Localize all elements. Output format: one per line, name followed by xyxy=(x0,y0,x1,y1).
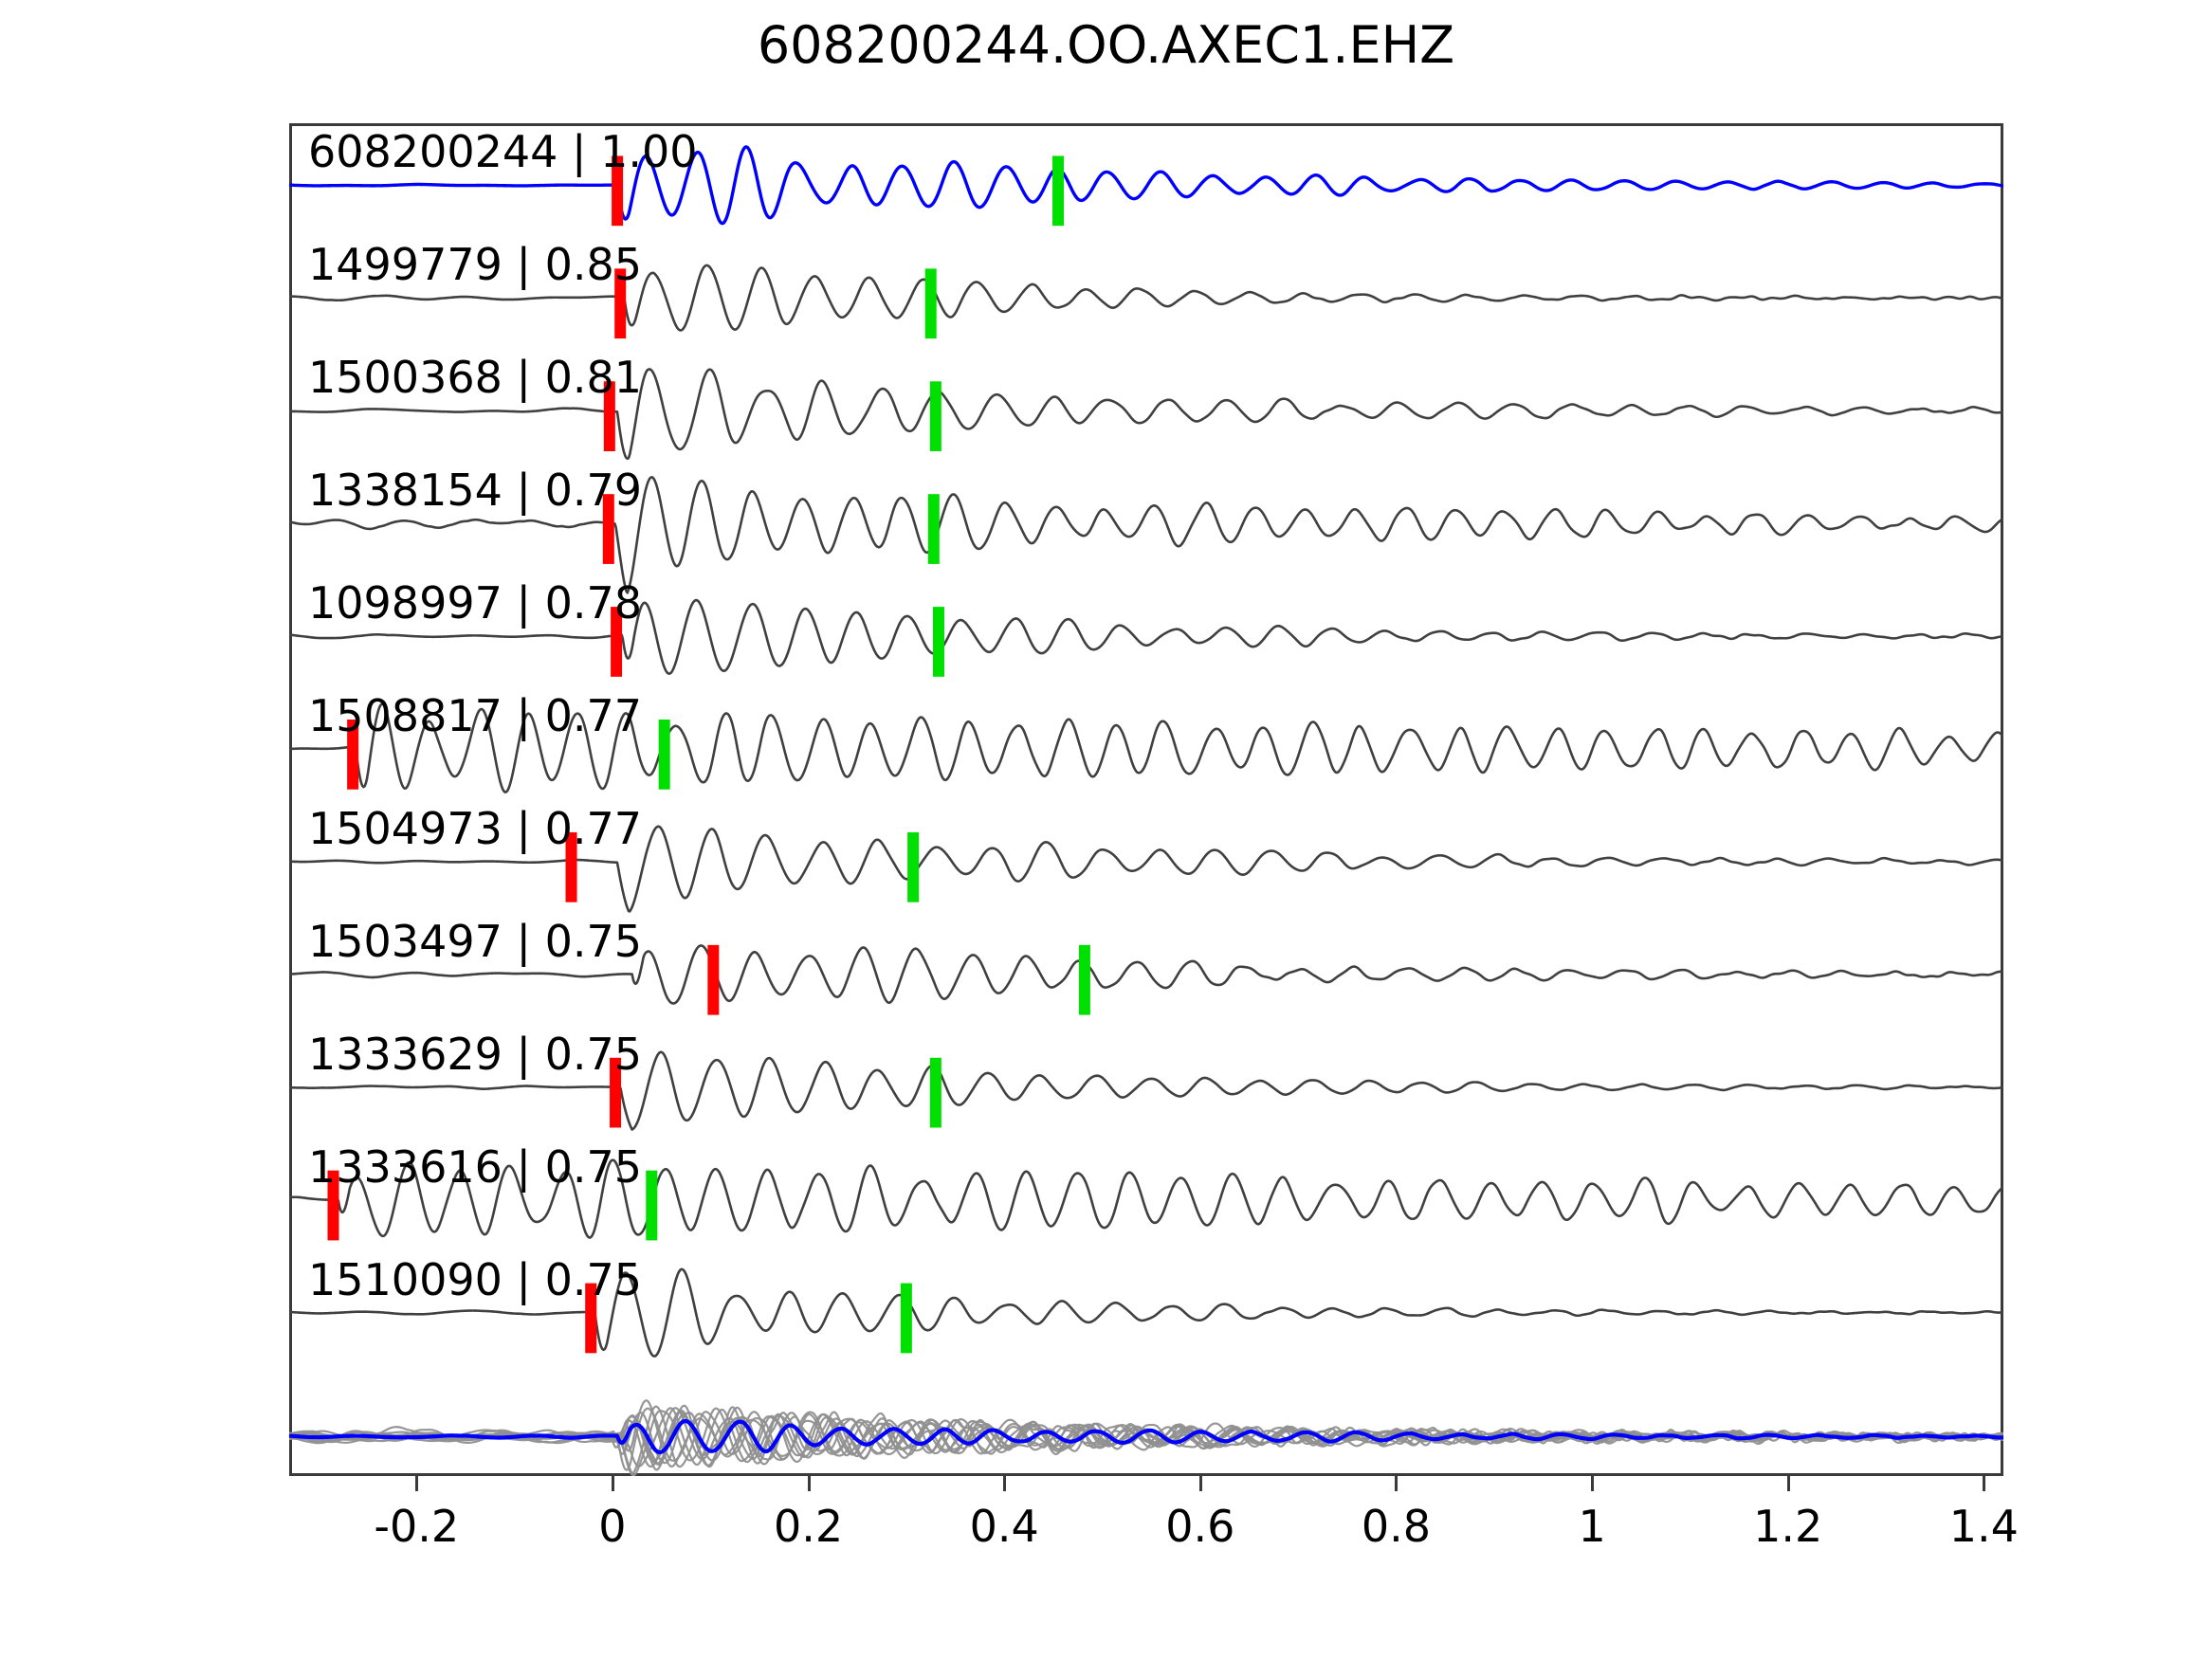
s-pick-marker-1499779[interactable] xyxy=(924,268,937,339)
trace-label-1510090: 1510090 | 0.75 xyxy=(308,1253,643,1305)
x-axis-tick-label: 1 xyxy=(1578,1501,1606,1552)
p-pick-marker-1333629[interactable] xyxy=(610,1057,622,1128)
trace-label-1499779: 1499779 | 0.85 xyxy=(308,239,643,291)
s-pick-marker-1333629[interactable] xyxy=(929,1057,941,1128)
trace-label-1503497: 1503497 | 0.75 xyxy=(308,915,643,967)
waveform-trace-1333629 xyxy=(289,1050,2003,1131)
plot-axes-frame xyxy=(289,123,2003,1476)
x-axis-tick-label: 0 xyxy=(598,1501,627,1552)
x-axis-tick xyxy=(611,1476,614,1491)
s-pick-marker-1503497[interactable] xyxy=(1078,944,1090,1015)
trace-label-1338154: 1338154 | 0.79 xyxy=(308,465,643,517)
x-axis-tick xyxy=(807,1476,811,1491)
p-pick-marker-1510090[interactable] xyxy=(585,1283,597,1354)
waveform-trace-1098997 xyxy=(289,598,2003,675)
p-pick-marker-608200244[interactable] xyxy=(612,155,624,227)
x-axis-tick xyxy=(415,1476,419,1491)
s-pick-marker-608200244[interactable] xyxy=(1052,155,1065,227)
s-pick-marker-1338154[interactable] xyxy=(927,494,940,564)
s-pick-marker-1510090[interactable] xyxy=(900,1283,912,1354)
trace-label-1500368: 1500368 | 0.81 xyxy=(308,352,643,404)
p-pick-marker-1333616[interactable] xyxy=(327,1170,339,1241)
trace-label-1504973: 1504973 | 0.77 xyxy=(308,802,643,854)
p-pick-marker-1504973[interactable] xyxy=(565,831,577,902)
waveform-trace-1333616 xyxy=(289,1158,2003,1239)
s-pick-marker-1098997[interactable] xyxy=(932,607,944,677)
stack-average-trace xyxy=(289,1418,2003,1455)
waveform-trace-1338154 xyxy=(289,476,2003,594)
x-axis-tick-label: 1.4 xyxy=(1948,1501,2019,1552)
p-pick-marker-1098997[interactable] xyxy=(611,607,623,677)
trace-label-1333629: 1333629 | 0.75 xyxy=(308,1028,643,1080)
s-pick-marker-1333616[interactable] xyxy=(646,1170,658,1241)
x-axis-tick xyxy=(1003,1476,1007,1491)
waveform-trace-1503497 xyxy=(289,944,2003,1005)
waveform-svg xyxy=(289,145,2003,1476)
p-pick-marker-1503497[interactable] xyxy=(707,944,720,1015)
s-pick-marker-1500368[interactable] xyxy=(929,381,941,451)
x-axis-tick-label: -0.2 xyxy=(374,1501,460,1552)
p-pick-marker-1499779[interactable] xyxy=(614,268,627,339)
x-axis-tick-label: 0.6 xyxy=(1165,1501,1235,1552)
waveform-trace-1510090 xyxy=(289,1267,2003,1358)
p-pick-marker-1508817[interactable] xyxy=(347,720,359,790)
x-axis-tick-label: 0.8 xyxy=(1361,1501,1432,1552)
x-axis-tick-label: 1.2 xyxy=(1753,1501,1823,1552)
p-pick-marker-1338154[interactable] xyxy=(602,494,614,564)
waveform-trace-608200244 xyxy=(289,145,2003,226)
waveform-trace-1500368 xyxy=(289,368,2003,461)
trace-label-1098997: 1098997 | 0.78 xyxy=(308,577,643,629)
x-axis-tick xyxy=(1786,1476,1790,1491)
x-axis-tick xyxy=(1983,1476,1986,1491)
trace-label-1333616: 1333616 | 0.75 xyxy=(308,1140,643,1193)
waveform-canvas xyxy=(289,123,2003,1476)
x-axis-tick xyxy=(1198,1476,1202,1491)
trace-label-1508817: 1508817 | 0.77 xyxy=(308,689,643,741)
x-axis-tick-label: 0.4 xyxy=(969,1501,1039,1552)
s-pick-marker-1508817[interactable] xyxy=(658,720,670,790)
x-axis-tick-label: 0.2 xyxy=(773,1501,844,1552)
x-axis-tick xyxy=(1591,1476,1595,1491)
waveform-trace-1508817 xyxy=(289,702,2003,793)
s-pick-marker-1504973[interactable] xyxy=(907,831,920,902)
p-pick-marker-1500368[interactable] xyxy=(603,381,615,451)
page-title: 608200244.OO.AXEC1.EHZ xyxy=(757,15,1455,75)
trace-label-608200244: 608200244 | 1.00 xyxy=(308,126,698,178)
x-axis-tick xyxy=(1395,1476,1398,1491)
waveform-trace-1499779 xyxy=(289,264,2003,332)
